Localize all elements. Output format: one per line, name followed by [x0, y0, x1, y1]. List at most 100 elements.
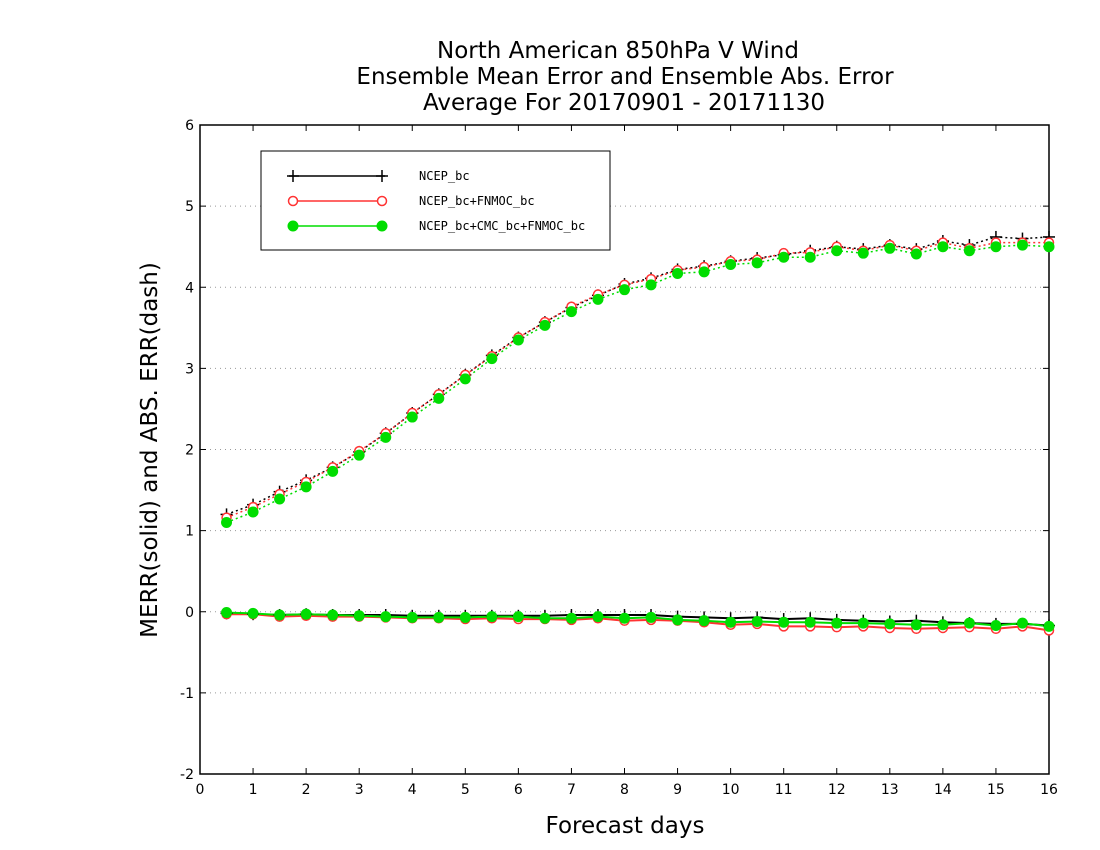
y-tick-label: 6: [185, 118, 194, 134]
x-tick-label: 5: [461, 782, 470, 798]
legend-label-ncep-bc: NCEP_bc: [419, 169, 470, 183]
legend-marker-ncep-bc-fnmoc-bc: [287, 195, 299, 207]
mean-err-point-ncep-bc-cmc-bc-fnmoc-bc: [512, 611, 524, 623]
mean-err-point-ncep-bc-cmc-bc-fnmoc-bc: [274, 609, 286, 621]
mean-err-point-ncep-bc-cmc-bc-fnmoc-bc: [990, 620, 1002, 632]
y-tick-label: -2: [180, 767, 194, 783]
abs-err-line-ncep-bc-cmc-bc-fnmoc-bc: [226, 244, 1050, 524]
title-line-1: North American 850hPa V Wind: [437, 38, 799, 64]
x-tick-label: 15: [987, 782, 1005, 798]
abs-err-point-ncep-bc-cmc-bc-fnmoc-bc: [751, 257, 763, 269]
mean-err-line-ncep-bc-fnmoc-bc: [226, 613, 1050, 632]
mean-err-point-ncep-bc-cmc-bc-fnmoc-bc: [698, 615, 710, 627]
legend-label-ncep-bc-cmc-bc-fnmoc-bc: NCEP_bc+CMC_bc+FNMOC_bc: [419, 219, 585, 233]
mean-err-point-ncep-bc-cmc-bc-fnmoc-bc: [672, 614, 684, 626]
abs-err-point-ncep-bc-cmc-bc-fnmoc-bc: [645, 279, 657, 291]
abs-err-point-ncep-bc-cmc-bc-fnmoc-bc: [1016, 239, 1028, 251]
mean-err-point-ncep-bc-cmc-bc-fnmoc-bc: [884, 618, 896, 630]
mean-err-point-ncep-bc-cmc-bc-fnmoc-bc: [459, 611, 471, 623]
abs-err-point-ncep-bc-cmc-bc-fnmoc-bc: [565, 306, 577, 318]
abs-err-point-ncep-bc-cmc-bc-fnmoc-bc: [937, 241, 949, 253]
title-line-3: Average For 20170901 - 20171130: [423, 90, 825, 116]
abs-err-point-ncep-bc-cmc-bc-fnmoc-bc: [1043, 241, 1055, 253]
legend-marker-ncep-bc: [287, 170, 299, 182]
abs-err-point-ncep-bc-cmc-bc-fnmoc-bc: [725, 259, 737, 271]
abs-err-line-ncep-bc-fnmoc-bc: [226, 241, 1049, 519]
x-tick-label: 14: [934, 782, 952, 798]
abs-err-point-ncep-bc-cmc-bc-fnmoc-bc: [778, 251, 790, 263]
legend-marker-ncep-bc: [376, 170, 388, 182]
abs-err-point-ncep-bc-cmc-bc-fnmoc-bc: [274, 493, 286, 505]
abs-err-point-ncep-bc-cmc-bc-fnmoc-bc: [406, 411, 418, 423]
y-tick-label: 0: [185, 605, 194, 621]
mean-err-point-ncep-bc-cmc-bc-fnmoc-bc: [619, 612, 630, 624]
mean-err-point-ncep-bc-cmc-bc-fnmoc-bc: [645, 611, 657, 623]
abs-err-point-ncep-bc-cmc-bc-fnmoc-bc: [539, 319, 551, 331]
abs-err-point-ncep-bc-cmc-bc-fnmoc-bc: [804, 251, 816, 263]
abs-err-point-ncep-bc-cmc-bc-fnmoc-bc: [459, 373, 471, 385]
x-tick-label: 4: [408, 782, 417, 798]
x-tick-label: 16: [1040, 782, 1058, 798]
mean-err-point-ncep-bc-cmc-bc-fnmoc-bc: [406, 611, 418, 623]
x-tick-label: 3: [355, 782, 364, 798]
abs-err-point-ncep-bc-cmc-bc-fnmoc-bc: [327, 465, 339, 477]
mean-err-point-ncep-bc-cmc-bc-fnmoc-bc: [831, 617, 843, 629]
mean-err-point-ncep-bc-cmc-bc-fnmoc-bc: [433, 611, 445, 623]
x-tick-label: 7: [567, 782, 576, 798]
x-tick-label: 2: [302, 782, 311, 798]
abs-err-point-ncep-bc-cmc-bc-fnmoc-bc: [247, 506, 259, 518]
x-tick-label: 6: [514, 782, 523, 798]
abs-err-point-ncep-bc-cmc-bc-fnmoc-bc: [698, 266, 710, 278]
mean-err-point-ncep-bc-cmc-bc-fnmoc-bc: [1016, 617, 1028, 629]
mean-err-point-ncep-bc-cmc-bc-fnmoc-bc: [539, 612, 551, 624]
mean-err-point-ncep-bc-cmc-bc-fnmoc-bc: [963, 617, 975, 629]
title-line-2: Ensemble Mean Error and Ensemble Abs. Er…: [356, 64, 894, 90]
x-tick-label: 10: [722, 782, 740, 798]
mean-err-point-ncep-bc-cmc-bc-fnmoc-bc: [804, 616, 816, 628]
legend: NCEP_bc NCEP_bc+FNMOC_bc NCEP_bc+CMC_bc+FN…: [260, 150, 611, 251]
x-axis-label: Forecast days: [546, 813, 705, 839]
abs-err-point-ncep-bc-cmc-bc-fnmoc-bc: [857, 247, 869, 259]
series-lines: [226, 236, 1050, 632]
mean-err-point-ncep-bc-cmc-bc-fnmoc-bc: [751, 615, 763, 627]
x-tick-label: 1: [249, 782, 258, 798]
y-tick-label: 4: [185, 280, 194, 296]
mean-err-point-ncep-bc-cmc-bc-fnmoc-bc: [857, 617, 869, 629]
chart-title: North American 850hPa V Wind Ensemble Me…: [356, 38, 894, 116]
mean-err-point-ncep-bc-cmc-bc-fnmoc-bc: [565, 612, 577, 624]
abs-err-point-ncep-bc-cmc-bc-fnmoc-bc: [910, 248, 922, 260]
mean-err-point-ncep-bc-cmc-bc-fnmoc-bc: [937, 619, 949, 631]
abs-err-point-ncep-bc-cmc-bc-fnmoc-bc: [380, 431, 392, 443]
legend-marker-ncep-bc-cmc-bc-fnmoc-bc: [287, 220, 299, 232]
x-tick-label: 0: [196, 782, 205, 798]
legend-marker-ncep-bc-cmc-bc-fnmoc-bc: [376, 220, 388, 232]
abs-err-point-ncep-bc-cmc-bc-fnmoc-bc: [221, 517, 233, 529]
y-tick-label: -1: [180, 686, 194, 702]
mean-err-point-ncep-bc-cmc-bc-fnmoc-bc: [353, 610, 365, 622]
abs-err-point-ncep-bc-cmc-bc-fnmoc-bc: [433, 392, 445, 404]
y-tick-label: 5: [185, 199, 194, 215]
mean-err-point-ncep-bc-cmc-bc-fnmoc-bc: [380, 611, 392, 623]
x-tick-label: 11: [775, 782, 793, 798]
x-tick-label: 8: [620, 782, 629, 798]
abs-err-line-ncep-bc: [226, 236, 1050, 516]
mean-err-point-ncep-bc-cmc-bc-fnmoc-bc: [247, 607, 259, 619]
y-tick-label: 1: [185, 524, 194, 540]
abs-err-point-ncep-bc-cmc-bc-fnmoc-bc: [672, 267, 684, 279]
series-markers: [220, 230, 1055, 636]
mean-err-point-ncep-bc-cmc-bc-fnmoc-bc: [725, 616, 737, 628]
x-tick-label: 13: [881, 782, 899, 798]
legend-label-ncep-bc-fnmoc-bc: NCEP_bc+FNMOC_bc: [419, 194, 535, 208]
x-tick-label: 9: [673, 782, 682, 798]
mean-err-point-ncep-bc-cmc-bc-fnmoc-bc: [1043, 620, 1055, 632]
abs-err-point-ncep-bc-cmc-bc-fnmoc-bc: [619, 284, 630, 296]
abs-err-point-ncep-bc-cmc-bc-fnmoc-bc: [592, 293, 604, 305]
abs-err-point-ncep-bc-cmc-bc-fnmoc-bc: [831, 245, 843, 257]
abs-err-point-ncep-bc-cmc-bc-fnmoc-bc: [990, 241, 1002, 253]
abs-err-point-ncep-bc-cmc-bc-fnmoc-bc: [963, 245, 975, 257]
abs-err-point-ncep-bc-cmc-bc-fnmoc-bc: [300, 481, 312, 493]
abs-err-point-ncep-bc-cmc-bc-fnmoc-bc: [486, 353, 498, 365]
abs-err-point-ncep-bc-cmc-bc-fnmoc-bc: [353, 449, 365, 461]
